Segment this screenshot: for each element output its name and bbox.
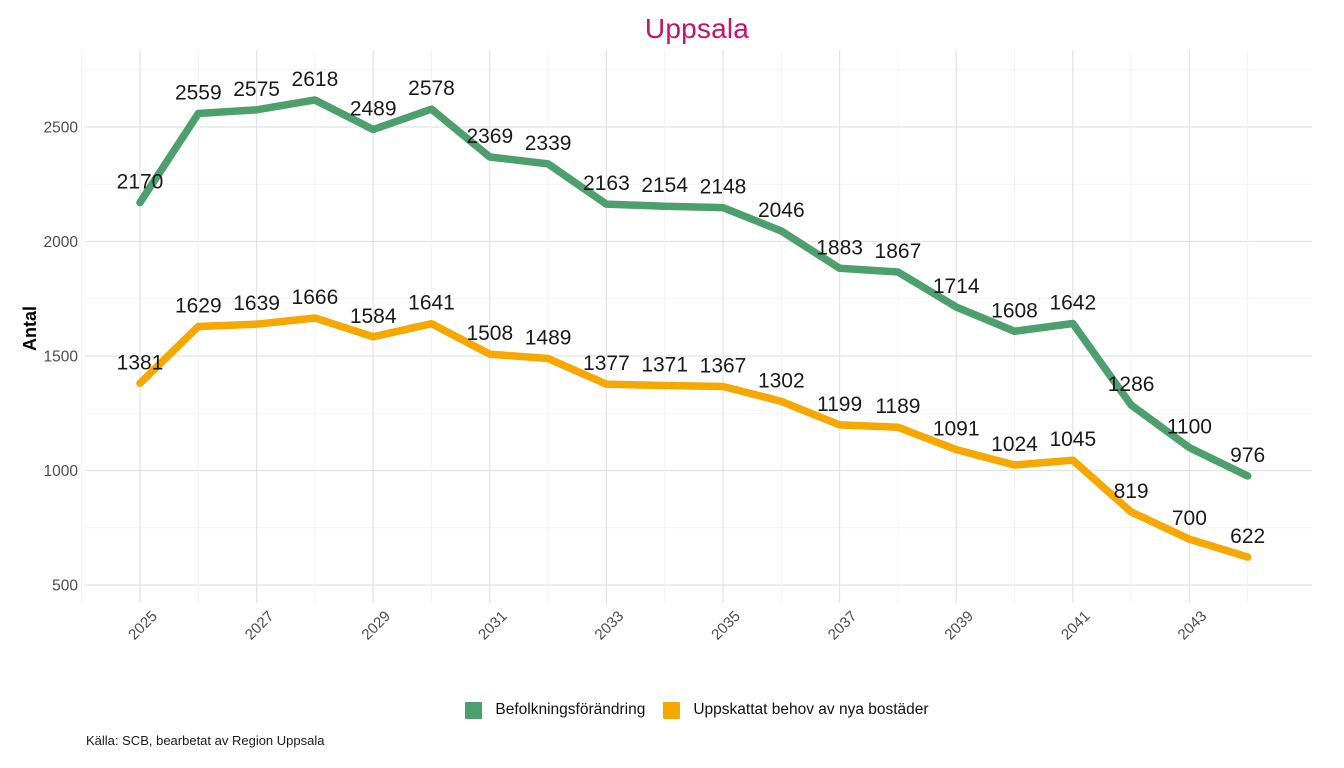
svg-text:1629: 1629 bbox=[175, 294, 222, 317]
svg-text:2031: 2031 bbox=[475, 608, 511, 644]
chart-title: Uppsala bbox=[644, 13, 750, 44]
svg-text:2148: 2148 bbox=[700, 176, 747, 199]
svg-text:2029: 2029 bbox=[358, 608, 394, 644]
svg-text:1100: 1100 bbox=[1167, 416, 1212, 439]
svg-text:2035: 2035 bbox=[708, 608, 744, 644]
svg-text:2000: 2000 bbox=[44, 234, 79, 251]
svg-text:1584: 1584 bbox=[350, 305, 397, 328]
svg-text:1500: 1500 bbox=[44, 349, 79, 366]
svg-text:1302: 1302 bbox=[758, 369, 805, 392]
svg-text:1045: 1045 bbox=[1049, 428, 1096, 451]
svg-text:1199: 1199 bbox=[817, 393, 862, 416]
legend-label-befolkningsforandring: Befolkningsförändring bbox=[495, 701, 646, 718]
legend-item-befolkningsforandring: Befolkningsförändring bbox=[465, 701, 645, 719]
svg-text:2500: 2500 bbox=[44, 120, 79, 137]
svg-text:2578: 2578 bbox=[408, 77, 455, 100]
svg-text:1508: 1508 bbox=[466, 322, 513, 345]
svg-text:1381: 1381 bbox=[117, 351, 164, 374]
svg-text:500: 500 bbox=[52, 578, 78, 595]
legend-swatch-orange bbox=[663, 701, 681, 719]
svg-text:1641: 1641 bbox=[408, 292, 455, 315]
svg-text:1489: 1489 bbox=[525, 327, 572, 350]
svg-text:2369: 2369 bbox=[466, 125, 513, 148]
svg-text:1091: 1091 bbox=[933, 418, 980, 441]
svg-text:2039: 2039 bbox=[941, 608, 977, 644]
svg-text:2618: 2618 bbox=[292, 68, 339, 91]
svg-text:700: 700 bbox=[1172, 507, 1207, 530]
source-caption: Källa: SCB, bearbetat av Region Uppsala bbox=[86, 733, 325, 748]
svg-text:1024: 1024 bbox=[991, 433, 1038, 456]
svg-text:1642: 1642 bbox=[1049, 291, 1096, 314]
svg-text:2489: 2489 bbox=[350, 98, 397, 121]
svg-text:2154: 2154 bbox=[641, 174, 688, 197]
legend-swatch-green bbox=[465, 701, 483, 719]
svg-text:2027: 2027 bbox=[242, 608, 278, 644]
svg-text:2046: 2046 bbox=[758, 199, 805, 222]
svg-text:1608: 1608 bbox=[991, 299, 1038, 322]
svg-text:1666: 1666 bbox=[292, 286, 339, 309]
svg-text:1000: 1000 bbox=[44, 463, 79, 480]
svg-text:622: 622 bbox=[1230, 525, 1265, 548]
svg-text:2339: 2339 bbox=[525, 132, 572, 155]
svg-text:2033: 2033 bbox=[592, 608, 628, 644]
svg-text:1286: 1286 bbox=[1108, 373, 1155, 396]
svg-text:1377: 1377 bbox=[583, 352, 630, 375]
legend-item-bostader: Uppskattat behov av nya bostäder bbox=[663, 701, 929, 719]
svg-text:1189: 1189 bbox=[875, 395, 920, 418]
legend: Befolkningsförändring Uppskattat behov a… bbox=[50, 701, 1344, 719]
svg-text:1714: 1714 bbox=[933, 275, 980, 298]
svg-text:2043: 2043 bbox=[1175, 608, 1211, 644]
svg-text:1639: 1639 bbox=[233, 292, 280, 315]
svg-text:2037: 2037 bbox=[825, 608, 861, 644]
svg-text:976: 976 bbox=[1230, 444, 1265, 467]
svg-text:2170: 2170 bbox=[117, 171, 164, 194]
svg-text:2559: 2559 bbox=[175, 81, 222, 104]
legend-label-bostader: Uppskattat behov av nya bostäder bbox=[693, 701, 929, 718]
svg-text:1867: 1867 bbox=[875, 240, 922, 263]
svg-text:1367: 1367 bbox=[700, 354, 747, 377]
svg-text:2163: 2163 bbox=[583, 172, 630, 195]
svg-text:819: 819 bbox=[1114, 480, 1149, 503]
svg-text:2575: 2575 bbox=[233, 78, 280, 101]
svg-text:1883: 1883 bbox=[816, 236, 863, 259]
svg-text:2025: 2025 bbox=[125, 608, 161, 644]
svg-text:1371: 1371 bbox=[641, 354, 688, 377]
svg-text:2041: 2041 bbox=[1058, 608, 1094, 644]
